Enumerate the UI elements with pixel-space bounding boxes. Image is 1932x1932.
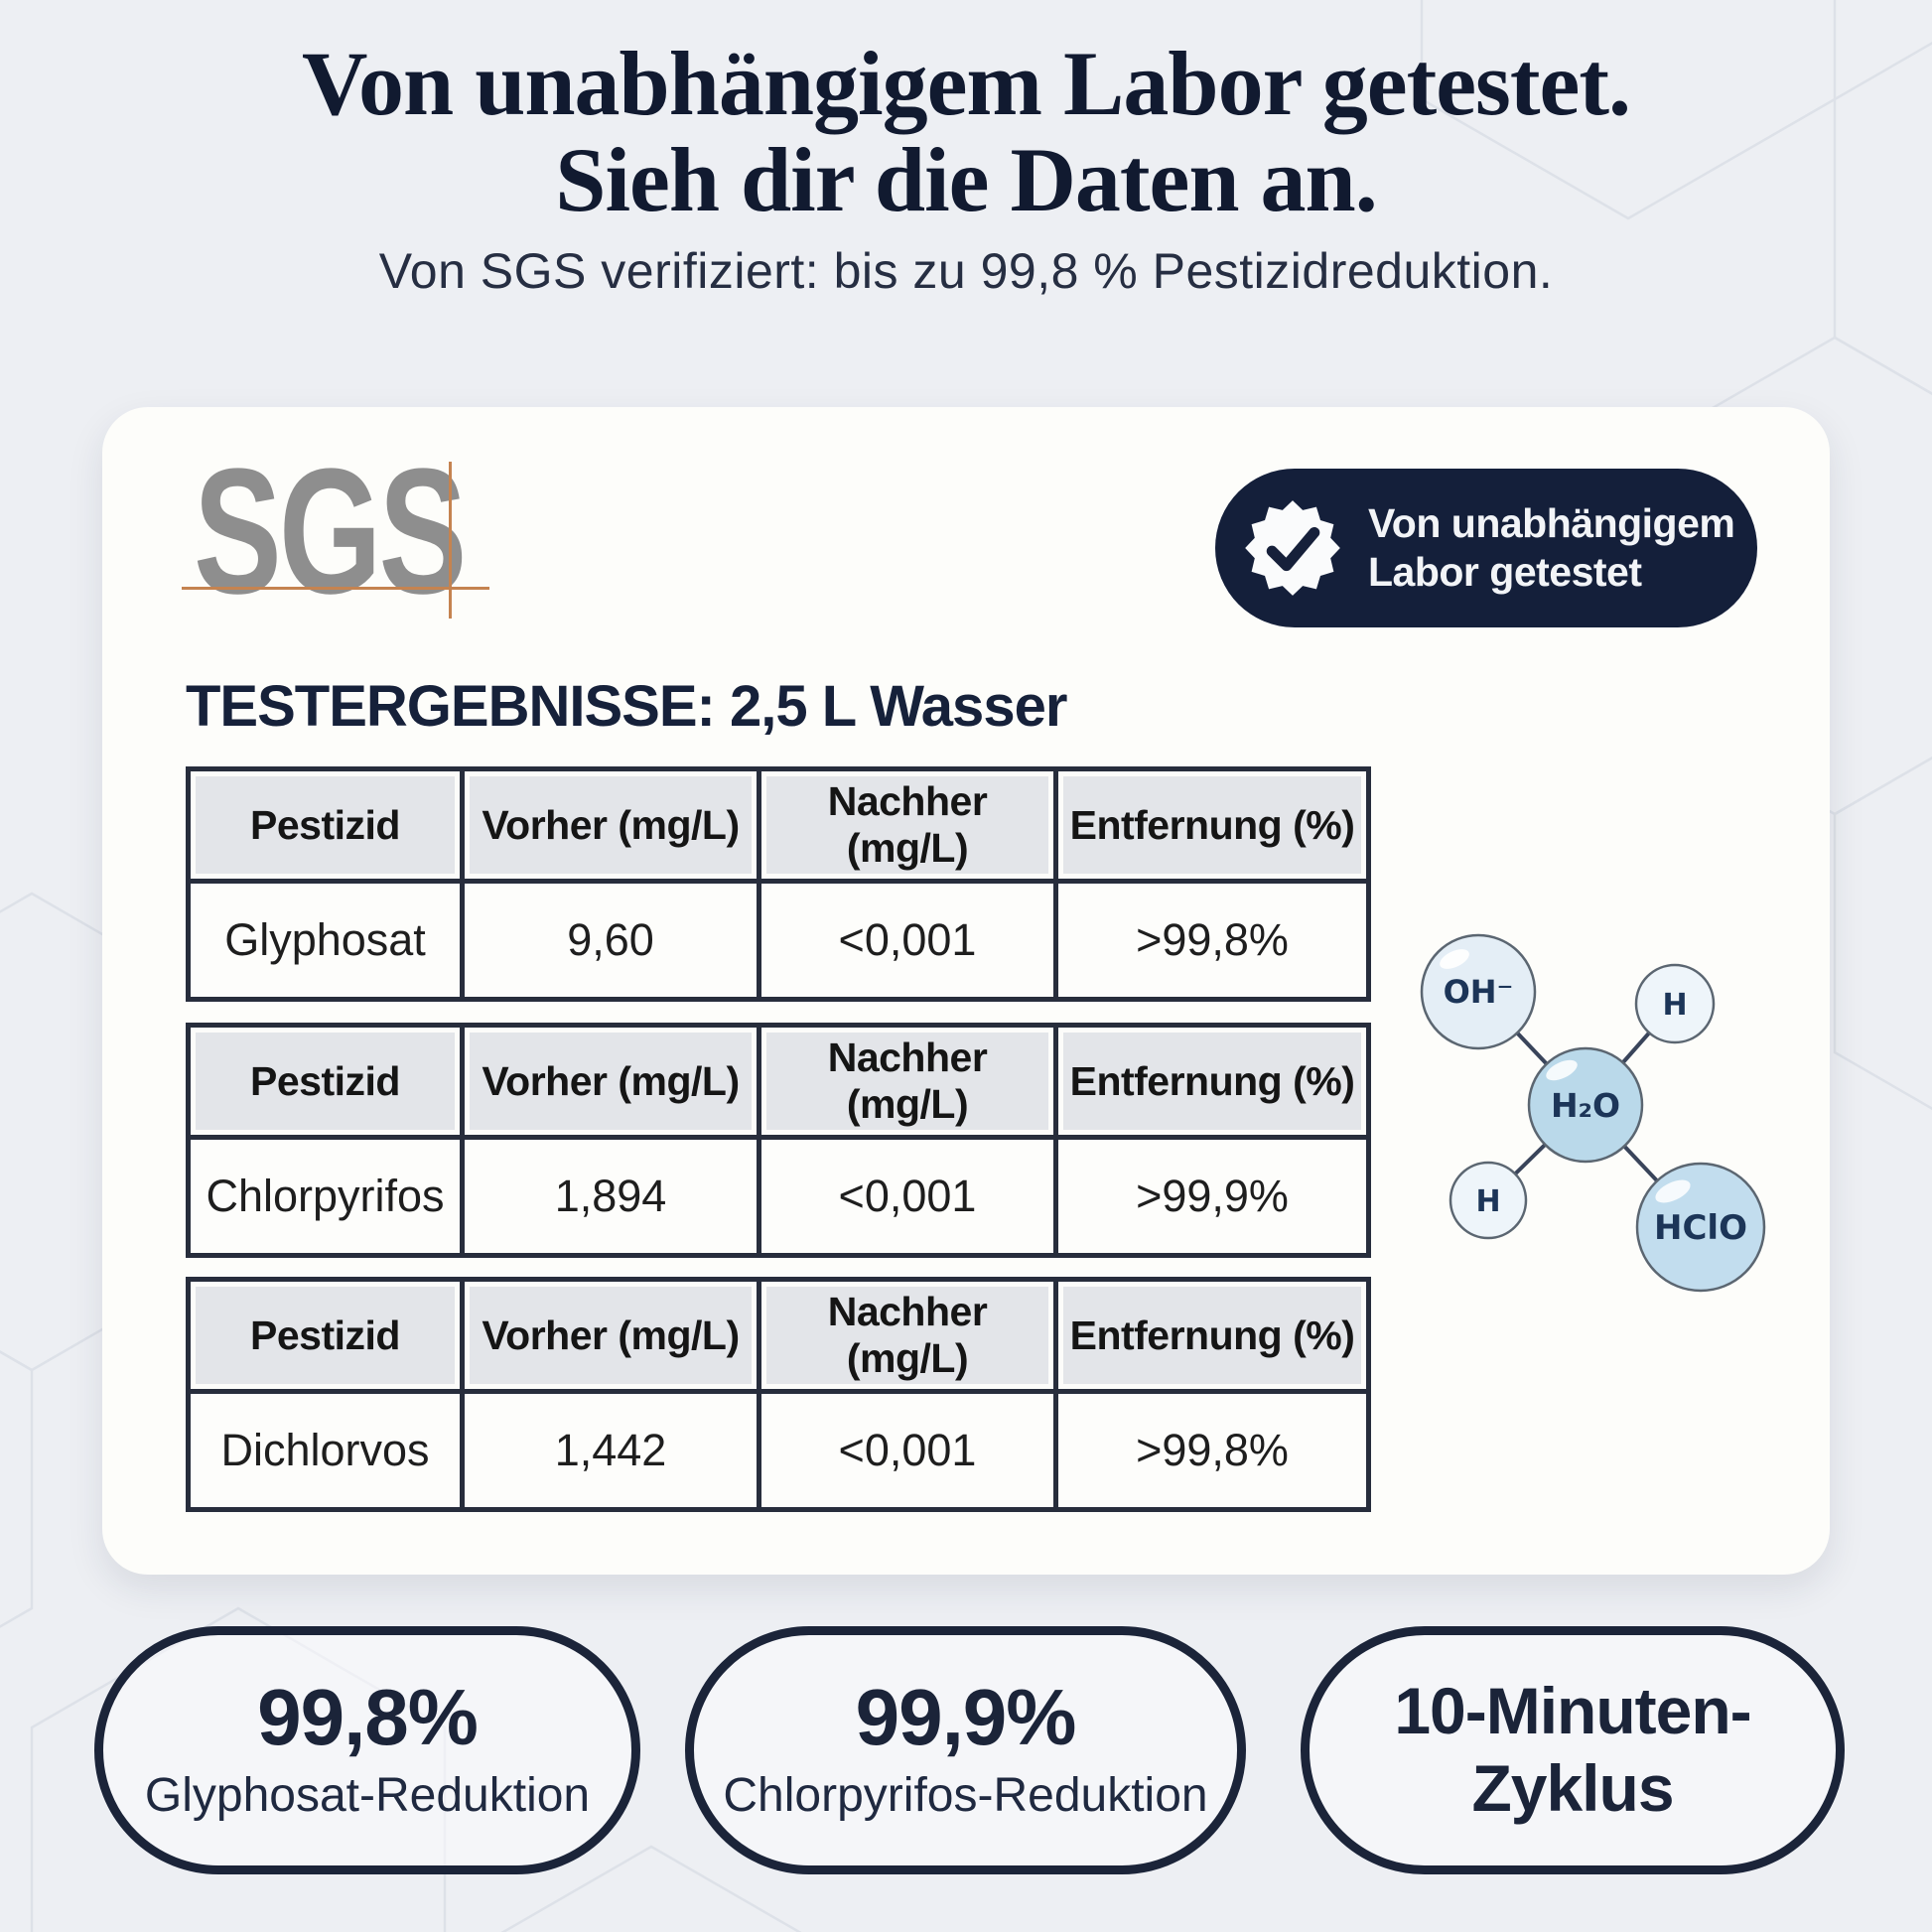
sgs-logo-horizontal-line [182, 587, 489, 590]
table-row: Dichlorvos 1,442 <0,001 >99,8% [186, 1389, 1371, 1512]
results-card: SGS Von unabhängigem Labor getestet TESTE… [102, 407, 1830, 1575]
page-title-line1: Von unabhängigem Labor getestet. [302, 33, 1631, 134]
stat-value: 99,9% [855, 1673, 1077, 1762]
molecule-label-hclo: HClO [1654, 1208, 1747, 1248]
col-header-entfernung: Entfernung (%) [1053, 766, 1371, 884]
cell-pestizid: Glyphosat [186, 879, 465, 1002]
cell-entfernung: >99,8% [1053, 1389, 1371, 1512]
cell-nachher: <0,001 [757, 1135, 1058, 1258]
molecule-node-h-top [1634, 963, 1716, 1044]
col-header-vorher: Vorher (mg/L) [460, 1023, 761, 1140]
table-header-row: Pestizid Vorher (mg/L) Nachher (mg/L) En… [186, 1277, 1371, 1394]
table-row: Glyphosat 9,60 <0,001 >99,8% [186, 879, 1371, 1002]
stat-value: 10-Minuten- [1394, 1674, 1751, 1748]
water-molecule-diagram: OH⁻ H H₂O H HClO [1420, 933, 1766, 1293]
molecule-label-oh: OH⁻ [1444, 973, 1514, 1011]
molecule-label-h-bottom: H [1475, 1184, 1500, 1219]
cell-pestizid: Chlorpyrifos [186, 1135, 465, 1258]
molecule-label-h-top: H [1662, 988, 1687, 1023]
stat-cycle-time: 10-Minuten- Zyklus [1301, 1626, 1845, 1874]
results-table-chlorpyrifos: Pestizid Vorher (mg/L) Nachher (mg/L) En… [186, 1023, 1371, 1258]
checkmark-icon [1266, 526, 1320, 572]
stat-value: 99,8% [257, 1673, 479, 1762]
lab-tested-badge: Von unabhängigem Labor getestet [1215, 469, 1757, 627]
col-header-pestizid: Pestizid [186, 766, 465, 884]
results-table-glyphosat: Pestizid Vorher (mg/L) Nachher (mg/L) En… [186, 766, 1371, 1002]
stat-label: Chlorpyrifos-Reduktion [723, 1769, 1208, 1823]
badge-label-line2: Labor getestet [1368, 549, 1642, 595]
cell-entfernung: >99,9% [1053, 1135, 1371, 1258]
col-header-vorher: Vorher (mg/L) [460, 1277, 761, 1394]
results-title: TESTERGEBNISSE: 2,5 L Wasser [186, 674, 1067, 739]
cell-nachher: <0,001 [757, 879, 1058, 1002]
badge-label-line1: Von unabhängigem [1368, 499, 1735, 546]
molecule-label-h2o: H₂O [1551, 1086, 1620, 1125]
sgs-logo-vertical-line [449, 462, 452, 619]
cell-vorher: 1,894 [460, 1135, 761, 1258]
col-header-entfernung: Entfernung (%) [1053, 1023, 1371, 1140]
page-subtitle: Von SGS verifiziert: bis zu 99,8 % Pesti… [378, 243, 1554, 299]
col-header-vorher: Vorher (mg/L) [460, 766, 761, 884]
cell-pestizid: Dichlorvos [186, 1389, 465, 1512]
cell-entfernung: >99,8% [1053, 879, 1371, 1002]
page-title: Von unabhängigem Labor getestet. Sieh dir… [0, 36, 1932, 227]
cell-vorher: 9,60 [460, 879, 761, 1002]
stat-label: Zyklus [1471, 1751, 1674, 1825]
col-header-nachher: Nachher (mg/L) [757, 1023, 1058, 1140]
lab-tested-badge-label: Von unabhängigem Labor getestet [1368, 499, 1735, 597]
table-header-row: Pestizid Vorher (mg/L) Nachher (mg/L) En… [186, 766, 1371, 884]
page-title-line2: Sieh dir die Daten an. [555, 128, 1377, 230]
stat-label: Glyphosat-Reduktion [144, 1769, 591, 1823]
stat-chlorpyrifos-reduction: 99,9% Chlorpyrifos-Reduktion [685, 1626, 1246, 1874]
sgs-logo: SGS [194, 432, 467, 631]
stat-glyphosat-reduction: 99,8% Glyphosat-Reduktion [94, 1626, 640, 1874]
cell-vorher: 1,442 [460, 1389, 761, 1512]
col-header-nachher: Nachher (mg/L) [757, 1277, 1058, 1394]
table-row: Chlorpyrifos 1,894 <0,001 >99,9% [186, 1135, 1371, 1258]
col-header-pestizid: Pestizid [186, 1277, 465, 1394]
col-header-pestizid: Pestizid [186, 1023, 465, 1140]
col-header-nachher: Nachher (mg/L) [757, 766, 1058, 884]
molecule-node-h-bottom [1449, 1161, 1528, 1240]
cell-nachher: <0,001 [757, 1389, 1058, 1512]
results-table-dichlorvos: Pestizid Vorher (mg/L) Nachher (mg/L) En… [186, 1277, 1371, 1512]
col-header-entfernung: Entfernung (%) [1053, 1277, 1371, 1394]
check-seal-icon [1245, 500, 1340, 596]
table-header-row: Pestizid Vorher (mg/L) Nachher (mg/L) En… [186, 1023, 1371, 1140]
